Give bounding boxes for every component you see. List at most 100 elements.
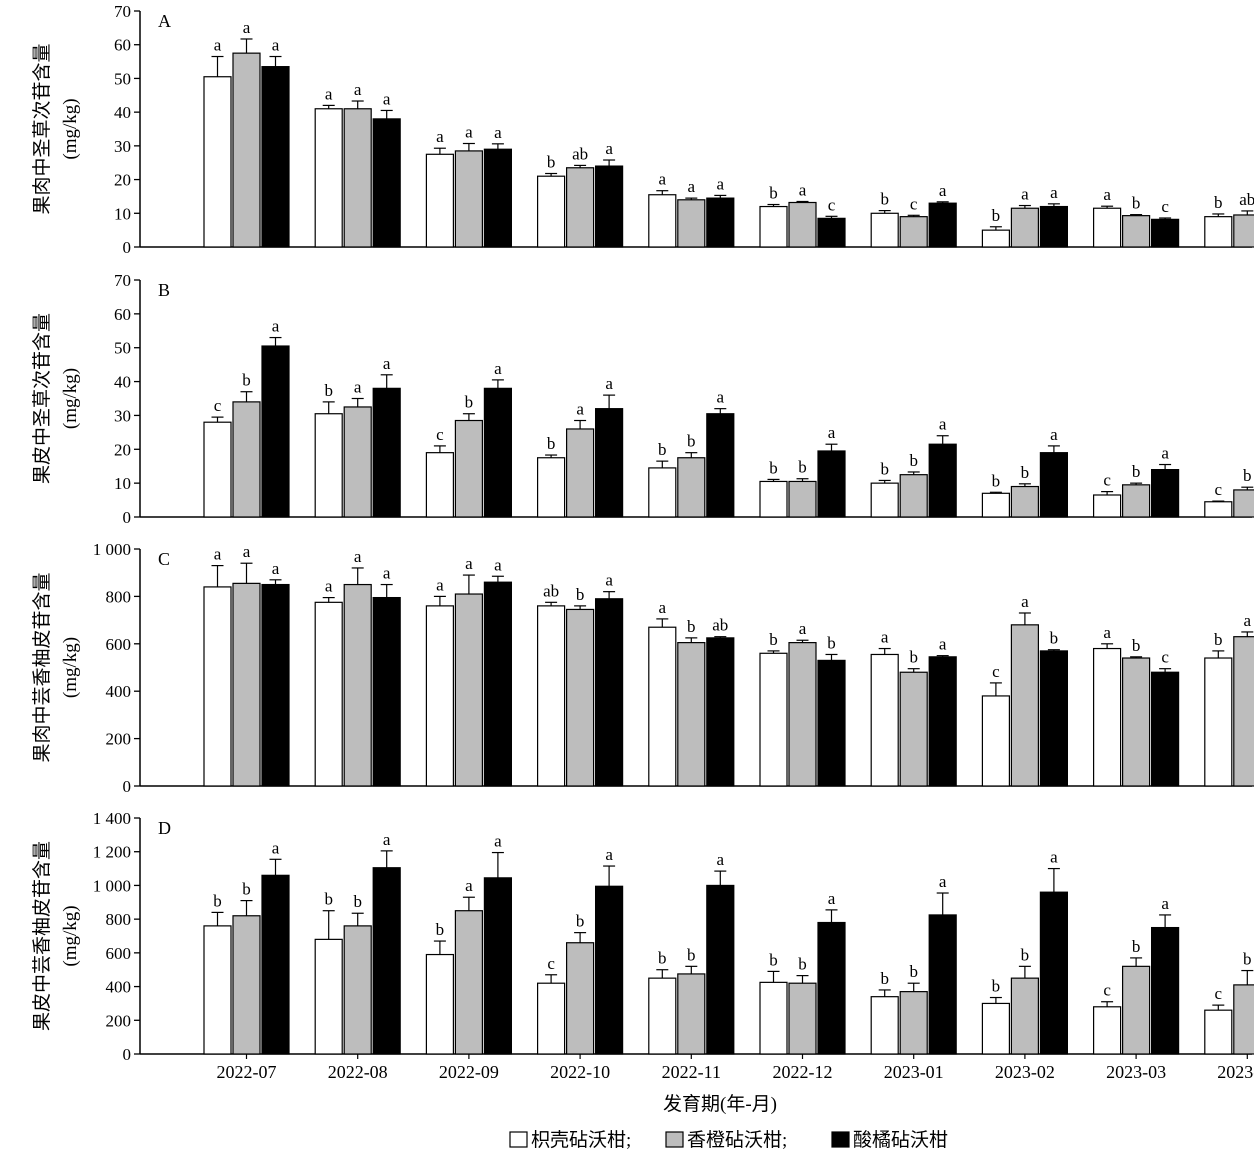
y-tick-label: 20: [114, 440, 131, 459]
bar: [454, 150, 483, 248]
significance-label: b: [909, 962, 918, 981]
y-axis-unit: (mg/kg): [60, 637, 81, 698]
bar: [706, 413, 735, 518]
bar: [261, 345, 290, 518]
significance-label: c: [1103, 471, 1111, 490]
bar: [870, 996, 899, 1055]
bar: [677, 457, 706, 518]
significance-label: a: [881, 628, 889, 647]
bar: [1092, 207, 1122, 248]
y-axis-unit: (mg/kg): [60, 368, 81, 429]
bar: [232, 401, 261, 518]
bar: [483, 581, 512, 787]
bar: [648, 467, 677, 518]
bar: [677, 199, 706, 248]
bar: [759, 205, 788, 248]
bar: [343, 108, 372, 248]
significance-label: a: [436, 575, 444, 594]
significance-label: a: [383, 564, 391, 583]
bar: [817, 921, 846, 1055]
significance-label: a: [354, 80, 362, 99]
significance-label: b: [769, 184, 778, 203]
bar: [981, 1002, 1011, 1055]
bar: [343, 583, 372, 787]
significance-label: b: [547, 434, 556, 453]
y-tick-label: 30: [114, 406, 131, 425]
y-tick-label: 70: [114, 271, 131, 290]
bar: [314, 413, 343, 518]
x-category-label: 2023-04: [1217, 1062, 1254, 1082]
bar: [314, 938, 343, 1055]
significance-label: c: [828, 195, 836, 214]
bar: [1092, 1006, 1122, 1055]
significance-label: b: [687, 617, 696, 636]
y-tick-label: 1 400: [93, 809, 131, 828]
bar: [1121, 657, 1151, 787]
bar: [232, 915, 261, 1055]
significance-label: c: [436, 425, 444, 444]
bar: [536, 982, 566, 1055]
significance-label: a: [383, 830, 391, 849]
y-tick-label: 0: [123, 777, 132, 796]
bar: [483, 148, 512, 248]
significance-label: a: [465, 554, 473, 573]
bar: [677, 642, 706, 787]
y-tick-label: 10: [114, 204, 131, 223]
bar: [899, 991, 928, 1055]
significance-label: b: [658, 440, 667, 459]
panel-label: A: [158, 11, 171, 31]
bar: [1121, 215, 1151, 248]
significance-label: b: [880, 969, 889, 988]
significance-label: a: [828, 423, 836, 442]
bar: [817, 450, 846, 518]
significance-label: c: [992, 662, 1000, 681]
bar: [343, 406, 372, 518]
bar: [1204, 657, 1233, 787]
bar: [928, 202, 957, 248]
bar: [536, 457, 566, 518]
legend-label: 香橙砧沃柑;: [687, 1129, 787, 1151]
y-tick-label: 600: [106, 635, 132, 654]
x-category-label: 2022-09: [439, 1062, 499, 1082]
bar: [1039, 650, 1069, 787]
significance-label: a: [605, 139, 613, 158]
bar: [1092, 647, 1122, 787]
significance-label: b: [1243, 950, 1252, 969]
significance-label: ab: [712, 616, 728, 635]
bar: [706, 637, 735, 787]
significance-label: c: [910, 194, 918, 213]
x-category-label: 2023-02: [995, 1062, 1055, 1082]
significance-label: a: [717, 174, 725, 193]
significance-label: b: [1132, 194, 1141, 213]
significance-label: a: [1050, 183, 1058, 202]
significance-label: a: [494, 832, 502, 851]
y-tick-label: 30: [114, 137, 131, 156]
significance-label: a: [494, 123, 502, 142]
significance-label: b: [465, 393, 474, 412]
significance-label: b: [880, 190, 889, 209]
bar: [232, 52, 261, 248]
significance-label: a: [272, 317, 280, 336]
bar: [870, 212, 899, 248]
y-tick-label: 40: [114, 373, 131, 392]
significance-label: a: [1161, 894, 1169, 913]
significance-label: b: [1243, 466, 1252, 485]
y-tick-label: 1 000: [93, 876, 131, 895]
bar: [706, 884, 735, 1055]
significance-label: a: [799, 180, 807, 199]
significance-label: c: [1161, 648, 1169, 667]
bar: [928, 914, 957, 1055]
significance-label: b: [658, 949, 667, 968]
significance-label: a: [1021, 592, 1029, 611]
significance-label: a: [939, 415, 947, 434]
significance-label: a: [243, 542, 251, 561]
bar: [1233, 984, 1254, 1055]
bar: [594, 165, 624, 248]
significance-label: a: [243, 18, 251, 37]
bar: [1150, 218, 1180, 248]
bar: [343, 925, 372, 1055]
bar: [899, 474, 928, 518]
bar: [203, 76, 232, 248]
bar: [314, 601, 343, 787]
